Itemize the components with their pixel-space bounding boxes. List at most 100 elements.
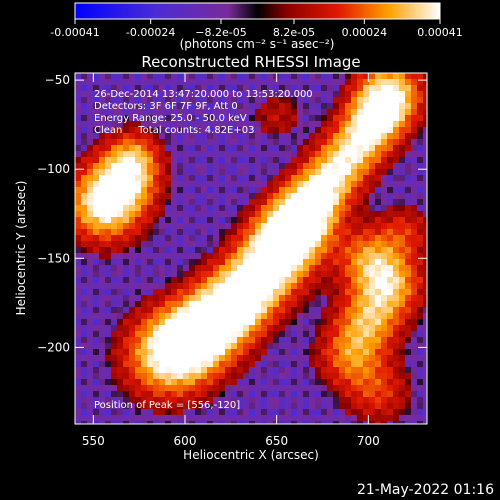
heatmap-cell: [393, 175, 399, 181]
heatmap-cell: [225, 367, 231, 373]
heatmap-cell: [255, 163, 261, 169]
heatmap-cell: [387, 235, 393, 241]
heatmap-cell: [171, 205, 177, 211]
heatmap-cell: [213, 313, 219, 319]
heatmap-cell: [417, 187, 423, 193]
heatmap-cell: [357, 97, 363, 103]
heatmap-cell: [405, 193, 411, 199]
heatmap-cell: [345, 163, 351, 169]
heatmap-cell: [153, 391, 159, 397]
heatmap-cell: [333, 145, 339, 151]
heatmap-cell: [357, 259, 363, 265]
heatmap-cell: [201, 247, 207, 253]
heatmap-cell: [357, 265, 363, 271]
heatmap-cell: [171, 319, 177, 325]
heatmap-cell: [147, 265, 153, 271]
heatmap-cell: [423, 283, 427, 289]
heatmap-cell: [309, 97, 315, 103]
heatmap-cell: [339, 337, 345, 343]
heatmap-cell: [303, 73, 309, 79]
heatmap-cell: [105, 247, 111, 253]
heatmap-cell: [135, 193, 141, 199]
heatmap-cell: [147, 271, 153, 277]
heatmap-cell: [423, 319, 427, 325]
heatmap-cell: [159, 421, 165, 424]
heatmap-cell: [213, 85, 219, 91]
heatmap-cell: [405, 223, 411, 229]
heatmap-cell: [93, 259, 99, 265]
heatmap-cell: [75, 415, 81, 421]
heatmap-cell: [213, 325, 219, 331]
heatmap-cell: [195, 127, 201, 133]
heatmap-cell: [399, 349, 405, 355]
heatmap-cell: [363, 133, 369, 139]
heatmap-cell: [249, 307, 255, 313]
observation-info: 26-Dec-2014 13:47:20.000 to 13:53:20.000…: [94, 89, 313, 136]
heatmap-cell: [165, 385, 171, 391]
heatmap-cell: [129, 205, 135, 211]
heatmap-cell: [147, 403, 153, 409]
heatmap-cell: [105, 307, 111, 313]
heatmap-cell: [279, 391, 285, 397]
heatmap-cell: [129, 265, 135, 271]
heatmap-cell: [117, 181, 123, 187]
heatmap-cell: [387, 379, 393, 385]
heatmap-cell: [135, 301, 141, 307]
heatmap-cell: [417, 289, 423, 295]
heatmap-cell: [99, 367, 105, 373]
heatmap-cell: [243, 349, 249, 355]
heatmap-cell: [249, 169, 255, 175]
heatmap-cell: [159, 79, 165, 85]
heatmap-cell: [417, 115, 423, 121]
heatmap-cell: [195, 91, 201, 97]
heatmap-cell: [249, 199, 255, 205]
heatmap-cell: [183, 223, 189, 229]
heatmap-cell: [177, 307, 183, 313]
heatmap-cell: [135, 169, 141, 175]
heatmap-cell: [249, 253, 255, 259]
heatmap-cell: [147, 391, 153, 397]
colorbar-tick-label: −8.2e-05: [195, 26, 246, 39]
heatmap-cell: [93, 337, 99, 343]
heatmap-cell: [111, 151, 117, 157]
heatmap-cell: [381, 265, 387, 271]
heatmap-cell: [111, 199, 117, 205]
heatmap-cell: [363, 289, 369, 295]
heatmap-cell: [291, 127, 297, 133]
heatmap-cell: [165, 247, 171, 253]
heatmap-cell: [261, 193, 267, 199]
heatmap-cell: [207, 109, 213, 115]
heatmap-cell: [189, 361, 195, 367]
heatmap-cell: [369, 223, 375, 229]
heatmap-cell: [411, 421, 417, 424]
heatmap-cell: [381, 199, 387, 205]
heatmap-cell: [417, 193, 423, 199]
heatmap-cell: [81, 301, 87, 307]
heatmap-cell: [207, 271, 213, 277]
heatmap-cell: [339, 235, 345, 241]
heatmap-cell: [321, 247, 327, 253]
heatmap-cell: [261, 415, 267, 421]
heatmap-cell: [75, 379, 81, 385]
heatmap-cell: [129, 181, 135, 187]
heatmap-cell: [267, 421, 273, 424]
heatmap-cell: [423, 361, 427, 367]
heatmap-cell: [93, 91, 99, 97]
heatmap-cell: [147, 79, 153, 85]
heatmap-cell: [93, 157, 99, 163]
heatmap-cell: [411, 169, 417, 175]
heatmap-cell: [333, 391, 339, 397]
heatmap-cell: [129, 283, 135, 289]
heatmap-cell: [87, 379, 93, 385]
heatmap-cell: [195, 205, 201, 211]
chart-title: Reconstructed RHESSI Image: [141, 53, 360, 71]
heatmap-cell: [123, 79, 129, 85]
heatmap-cell: [165, 235, 171, 241]
heatmap-cell: [189, 193, 195, 199]
heatmap-cell: [219, 325, 225, 331]
heatmap-cell: [189, 379, 195, 385]
heatmap-cell: [213, 337, 219, 343]
heatmap-cell: [171, 235, 177, 241]
heatmap-cell: [201, 97, 207, 103]
heatmap-cell: [333, 343, 339, 349]
